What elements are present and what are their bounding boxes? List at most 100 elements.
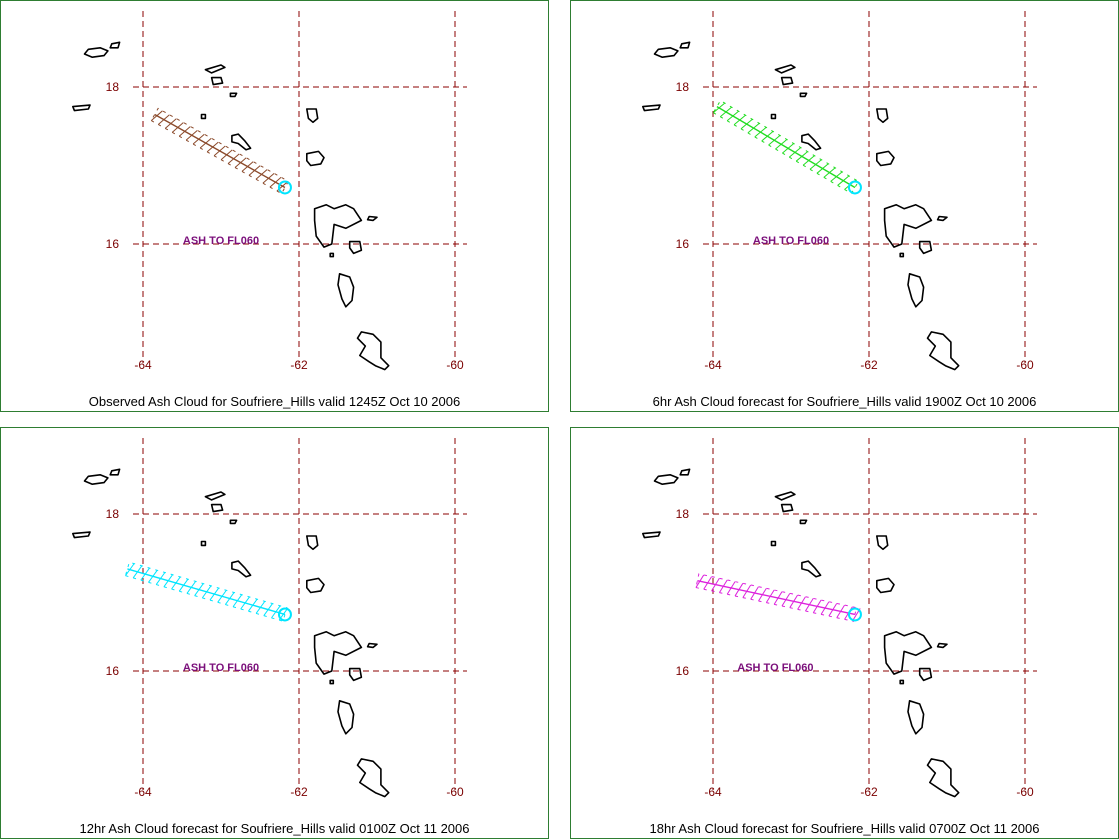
lat-tick-label: 16	[106, 664, 120, 678]
guadeloupe-coastline	[883, 631, 933, 675]
st-kitts-coastline	[801, 560, 822, 578]
ash-label: ASH TO FL060	[183, 662, 259, 674]
map-panel-12hr: -64 -62 -60 18 16 ASH TO FL060 12hr Ash Cloud…	[0, 427, 549, 839]
ash-cloud-hatch	[217, 589, 227, 603]
ash-cloud-hatch	[742, 584, 752, 598]
virgin-islands-coastline	[83, 47, 109, 58]
ash-label: ASH TO FL060	[737, 662, 813, 674]
ash-cloud-hatch	[185, 129, 198, 141]
martinique-coastline	[926, 758, 960, 798]
dominica-coastline	[907, 700, 925, 735]
lat-tick-label: 16	[676, 237, 690, 251]
guadeloupe-coastline	[313, 204, 363, 248]
antigua-coastline	[306, 150, 325, 167]
map-panel-18hr: -64 -62 -60 18 16 ASH TO FL060 18hr Ash Cloud…	[570, 427, 1119, 839]
ash-cloud-outline	[712, 99, 860, 195]
ash-cloud-hatch	[157, 114, 170, 125]
ash-label: ASH TO FL060	[753, 235, 829, 247]
anguilla-coastline	[774, 491, 796, 501]
les-saintes-coastline	[899, 679, 905, 685]
ash-cloud-hatch	[788, 147, 802, 158]
lon-tick-label: -60	[1016, 358, 1034, 372]
lat-tick-label: 16	[106, 237, 120, 251]
antigua-coastline	[306, 577, 325, 594]
st-croix-coastline	[642, 531, 661, 539]
ash-cloud-hatch	[761, 131, 774, 142]
panel-caption: 6hr Ash Cloud forecast for Soufriere_Hil…	[652, 394, 1037, 409]
st-croix-coastline	[642, 104, 661, 112]
ash-cloud-hatch	[758, 588, 767, 602]
les-saintes-coastline	[329, 252, 335, 258]
st-martin-coastline	[210, 503, 224, 513]
ash-cloud-hatch	[733, 114, 746, 126]
martinique-coastline	[356, 758, 390, 798]
virgin-islands-east-coastline	[109, 468, 121, 476]
ash-cloud-hatch	[719, 106, 732, 118]
ash-cloud-hatch	[823, 167, 836, 178]
st-barts-coastline	[229, 519, 238, 525]
graticule	[703, 11, 1037, 363]
st-kitts-coastline	[231, 560, 252, 578]
dominica-coastline	[337, 700, 355, 735]
ash-cloud-hatch	[227, 153, 240, 164]
virgin-islands-coastline	[653, 474, 679, 485]
vent-marker	[847, 607, 862, 622]
ash-cloud-hatch	[248, 598, 258, 612]
saba-coastline	[770, 540, 777, 547]
ash-cloud-hatch	[199, 137, 212, 149]
lon-tick-label: -60	[1016, 785, 1034, 799]
ash-cloud-hatch	[255, 601, 266, 614]
les-saintes-coastline	[899, 252, 905, 258]
ash-cloud-hatch	[140, 567, 150, 581]
ash-cloud-hatch	[795, 151, 808, 162]
ash-cloud-hatch	[164, 118, 177, 129]
ash-cloud-hatch	[782, 143, 795, 154]
ash-cloud-hatch	[754, 126, 767, 138]
ash-cloud-hatch	[209, 587, 220, 601]
st-martin-coastline	[210, 76, 224, 86]
ash-cloud-hatch	[711, 578, 720, 592]
ash-cloud	[712, 99, 862, 195]
vent-marker	[277, 607, 292, 622]
lon-tick-label: -64	[704, 785, 722, 799]
ash-cloud-hatch	[734, 583, 744, 597]
ash-cloud-hatch	[255, 169, 268, 180]
ash-cloud-hatch	[220, 149, 233, 161]
virgin-islands-east-coastline	[679, 468, 691, 476]
saba-coastline	[770, 113, 777, 120]
st-barts-coastline	[799, 519, 808, 525]
ash-cloud-hatch	[206, 141, 219, 153]
ash-cloud-hatch	[830, 171, 843, 182]
antigua-coastline	[876, 150, 895, 167]
ash-cloud-hatch	[775, 139, 788, 150]
st-croix-coastline	[72, 104, 91, 112]
ash-cloud-hatch	[703, 576, 713, 590]
coastlines	[72, 468, 390, 798]
ash-cloud-hatch	[789, 594, 799, 608]
marie-galante-coastline	[918, 667, 933, 682]
graticule	[133, 438, 467, 790]
lon-tick-label: -64	[134, 785, 152, 799]
map-panel-6hr: -64 -62 -60 18 16 ASH TO FL060 6hr Ash Cloud …	[570, 0, 1119, 412]
lat-tick-label: 18	[676, 507, 690, 521]
anguilla-coastline	[204, 491, 226, 501]
lon-tick-label: -62	[860, 785, 878, 799]
panel-caption: Observed Ash Cloud for Soufriere_Hills v…	[88, 394, 461, 409]
ash-cloud-hatch	[150, 110, 163, 121]
ash-cloud-hatch	[178, 578, 189, 592]
virgin-islands-east-coastline	[109, 41, 121, 49]
dominica-coastline	[907, 273, 925, 308]
st-martin-coastline	[780, 76, 794, 86]
lon-tick-label: -60	[446, 358, 464, 372]
martinique-coastline	[356, 331, 390, 371]
panel-caption: 18hr Ash Cloud forecast for Soufriere_Hi…	[649, 821, 1040, 836]
coastlines	[642, 41, 960, 371]
barbuda-coastline	[876, 108, 889, 124]
ash-cloud	[695, 573, 862, 622]
ash-cloud-hatch	[812, 599, 822, 613]
ash-cloud-hatch	[750, 586, 759, 600]
antigua-coastline	[876, 577, 895, 594]
ash-cloud-hatch	[234, 157, 247, 168]
desirade-coastline	[936, 215, 948, 222]
ash-cloud-hatch	[718, 579, 728, 593]
